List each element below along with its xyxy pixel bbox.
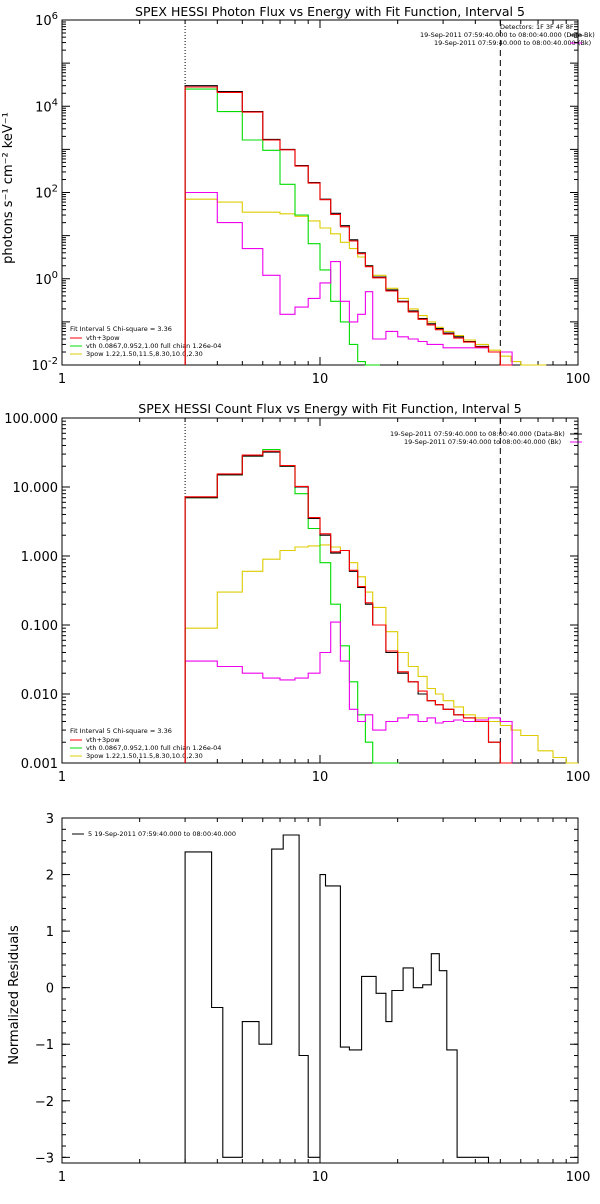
x-tick-label: 100 xyxy=(566,372,591,387)
x-tick-label: 10 xyxy=(312,770,329,785)
y-tick-label: 102 xyxy=(35,184,58,202)
y-tick-label: 106 xyxy=(35,11,58,29)
panel-1-axes: 1 10 100 10-2 100 102 104 106 xyxy=(31,11,590,387)
x-tick-label: 10 xyxy=(312,372,329,387)
y-tick-label: 104 xyxy=(35,97,58,115)
count-panel-title: SPEX HESSI Count Flux vs Energy with Fit… xyxy=(138,401,521,416)
photon-y-axis-label: photons s⁻¹ cm⁻² keV⁻¹ xyxy=(1,112,16,264)
photon-legend-vth: vth 0.0867,0.952,1.00 full chian 1.26e-0… xyxy=(86,342,221,350)
x-tick-label: 10 xyxy=(312,1170,329,1185)
panel-1-series xyxy=(184,85,547,366)
x-tick-label: 1 xyxy=(58,372,66,387)
y-tick-label: 0.001 xyxy=(21,757,58,772)
y-tick-label: 1 xyxy=(46,925,54,940)
x-tick-label: 1 xyxy=(58,770,66,785)
x-tick-label: 1 xyxy=(58,1170,66,1185)
residuals-legend: 5 19-Sep-2011 07:59:40.000 to 08:00:40.0… xyxy=(88,830,236,838)
y-tick-label: −2 xyxy=(35,1095,54,1110)
y-tick-label: 0.100 xyxy=(21,619,58,634)
y-tick-label: 2 xyxy=(46,869,54,884)
series-vth-3pow-line xyxy=(184,86,513,366)
y-tick-label: −3 xyxy=(35,1151,54,1166)
photon-fit-info: Fit Interval 5 Chi-square = 3.36 xyxy=(70,325,172,333)
photon-flux-panel: SPEX HESSI Photon Flux vs Energy with Fi… xyxy=(1,4,595,358)
series-3pow-line xyxy=(184,198,547,366)
y-tick-label: 10-2 xyxy=(31,356,58,374)
count-fit-info: Fit Interval 5 Chi-square = 3.36 xyxy=(70,727,172,735)
residuals-panel: Normalized Residuals 5 19-Sep-2011 07:59… xyxy=(7,830,236,1065)
photon-legend-data-bk: 19-Sep-2011 07:59:40.000 to 08:00:40.000… xyxy=(420,31,595,39)
residuals-y-axis-label: Normalized Residuals xyxy=(7,925,22,1065)
y-tick-label: 100.000 xyxy=(4,412,58,427)
y-tick-label: −1 xyxy=(35,1038,54,1053)
y-tick-label: 100 xyxy=(35,270,58,288)
count-legend-vth: vth 0.0867,0.952,1.00 full chian 1.26e-0… xyxy=(86,744,221,752)
count-flux-panel: SPEX HESSI Count Flux vs Energy with Fit… xyxy=(70,401,582,760)
panel-2-axes: 1 10 100 0.001 0.010 0.100 1.000 10.000 100.000 xyxy=(4,412,590,785)
photon-legend-3pow: 3pow 1.22,1.50,11.5,8.30,10.0,2.30 xyxy=(86,350,203,358)
series-vth-3pow-line xyxy=(184,450,513,764)
count-legend-data-bk: 19-Sep-2011 07:59:40.000 to 08:00:40.000… xyxy=(390,430,565,438)
y-tick-label: 0 xyxy=(46,982,54,997)
y-tick-label: 10.000 xyxy=(13,481,59,496)
series-vth-line xyxy=(184,88,380,366)
series-data-bk-line xyxy=(184,85,513,366)
y-tick-label: 1.000 xyxy=(21,550,58,565)
photon-legend-fit: vth+3pow xyxy=(86,334,120,342)
count-legend-fit: vth+3pow xyxy=(86,736,120,744)
series-bk-line xyxy=(184,621,513,763)
count-legend-bk: 19-Sep-2011 07:59:40.000 to 08:00:40.000… xyxy=(404,438,561,446)
panel-2-series xyxy=(184,448,578,764)
y-tick-label: 0.010 xyxy=(21,688,58,703)
photon-detectors-label: Detectors: 1F 3F 4F 8F xyxy=(500,23,574,31)
panel-3-series xyxy=(184,834,490,1163)
photon-panel-title: SPEX HESSI Photon Flux vs Energy with Fi… xyxy=(135,4,525,19)
series-bk-line xyxy=(184,191,513,365)
x-tick-label: 100 xyxy=(566,1170,591,1185)
photon-legend-bk: 19-Sep-2011 07:59:40.000 to 08:00:40.000… xyxy=(434,39,591,47)
y-tick-label: 3 xyxy=(46,812,54,827)
count-legend-3pow: 3pow 1.22,1.50,11.5,8.30,10.0,2.30 xyxy=(86,752,203,760)
x-tick-label: 100 xyxy=(566,770,591,785)
residuals-line xyxy=(184,834,490,1163)
panel-3-axes: 1 10 100 −3 −2 −1 0 1 2 3 xyxy=(35,812,591,1185)
